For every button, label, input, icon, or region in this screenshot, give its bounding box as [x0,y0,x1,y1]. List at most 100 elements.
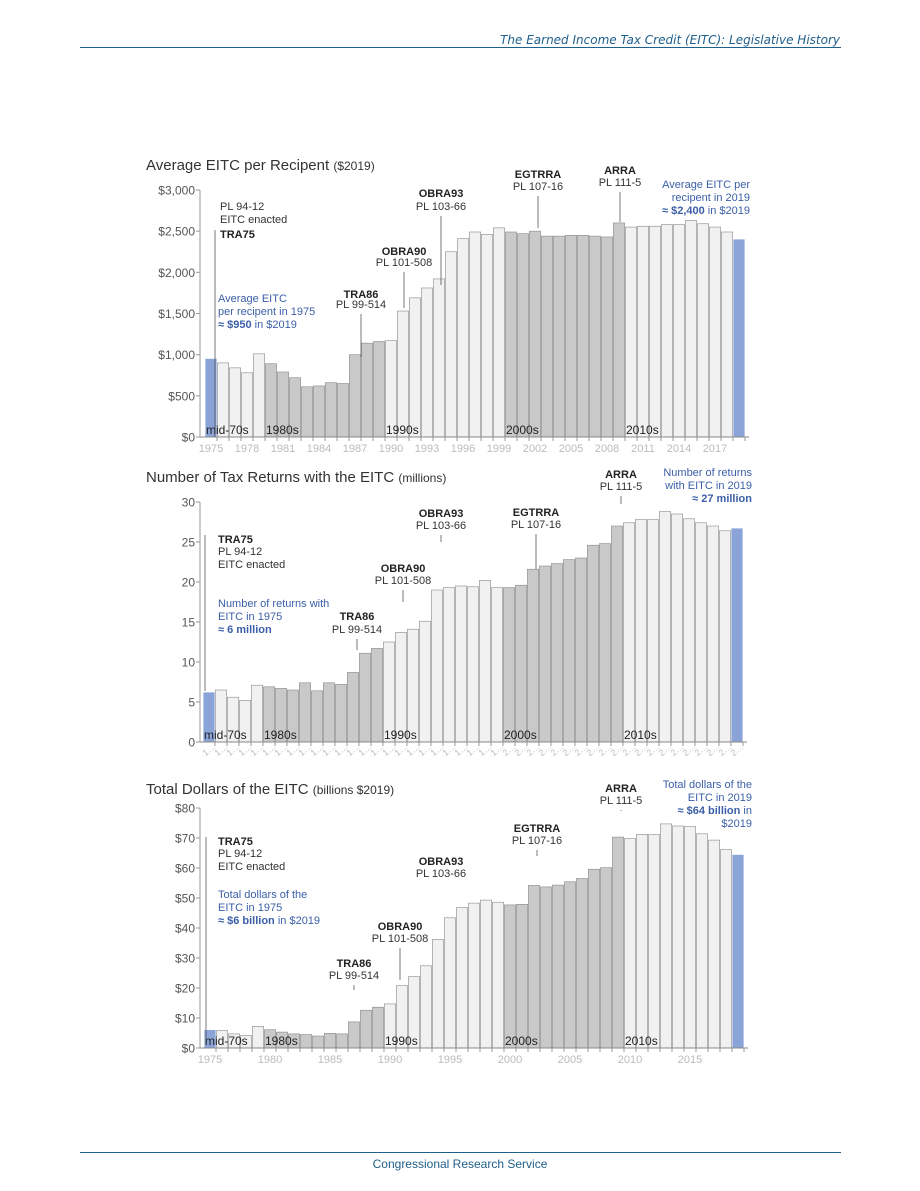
bar-2019 [733,239,745,437]
annotation-tra75-line: EITC enacted [218,559,285,571]
y-tick-label: $30 [175,952,195,966]
running-header-title: The Earned Income Tax Credit (EITC): Leg… [500,33,840,47]
annotation-arra-title: ARRA [605,469,637,481]
bar-1991 [395,632,407,743]
decade-label: 1990s [384,728,417,742]
bar-2008 [600,867,612,1049]
bar-2007 [589,235,601,438]
note-2019-line3: ≈ $64 billion in [677,805,752,817]
note-2019-value: ≈ 27 million [692,493,752,505]
chart-title-unit: (billions $2019) [313,783,394,797]
note-1975-tail: in $2019 [275,915,320,927]
bar-2014 [673,224,685,438]
annotation-tra75-title: TRA75 [218,534,253,546]
y-tick-label: 15 [182,616,196,630]
bar-2016 [696,833,708,1049]
annotation-egtrra-title: EGTRRA [513,507,560,519]
bar-2009 [613,222,625,438]
bar-1989 [371,648,383,743]
annotation-obra90-title: OBRA90 [381,563,426,575]
bar-2006 [576,878,588,1049]
bar-1986 [337,383,349,438]
bar-1997 [468,902,480,1049]
x-tick-label: 1993 [415,443,439,455]
bar-2018 [720,849,732,1049]
bar-2013 [661,224,673,438]
annotation-tra75-line: PL 94-12 [220,201,264,213]
bar-1985 [323,682,335,743]
note-2019-line3: ≈ $2,400 in $2019 [662,205,750,217]
chart-title-unit: ($2019) [333,159,374,173]
bar-2009 [612,836,624,1049]
decade-label: 2000s [505,1034,538,1048]
chart-title: Total Dollars of the EITC (billions $201… [146,781,394,798]
bar-1979 [251,684,263,743]
y-tick-label: $2,500 [158,225,195,239]
annotation-obra93-title: OBRA93 [419,508,464,520]
decade-label: 2010s [624,728,657,742]
x-tick-label: 1995 [438,1054,462,1066]
bar-2010 [625,226,637,438]
y-tick-label: 5 [188,696,195,710]
note-1975-line3: ≈ 6 million [218,624,272,636]
bar-2012 [649,225,661,438]
y-tick-label: $0 [182,1042,196,1056]
y-tick-label: $0 [182,431,196,445]
bar-1989 [373,341,385,438]
annotation-tra75-line: PL 94-12 [218,546,262,558]
bar-1979 [252,1026,264,1049]
x-tick-label: 1981 [271,443,295,455]
note-2019-line2: EITC in 2019 [688,792,752,804]
note-2019-value: ≈ $64 billion [677,805,740,817]
bar-2014 [672,825,684,1049]
x-tick-label: 1984 [307,443,331,455]
bar-2007 [588,868,600,1049]
bar-2016 [695,522,707,743]
bar-2007 [587,544,599,743]
bar-2004 [552,884,564,1049]
annotation-obra90-title: OBRA90 [378,921,423,933]
x-tick-label: 2015 [678,1054,702,1066]
decade-label: 2010s [625,1034,658,1048]
x-tick-label: 1978 [235,443,259,455]
bar-2008 [599,543,611,743]
annotation-egtrra-title: EGTRRA [515,169,562,181]
bar-1995 [445,251,457,438]
annotation-tra86-title: TRA86 [340,611,375,623]
annotation-egtrra-line: PL 107-16 [512,835,562,847]
bar-1984 [311,690,323,743]
note-1975-value: ≈ $6 billion [218,915,275,927]
bar-1990 [383,641,395,743]
bar-1997 [467,586,479,743]
note-1975-line2: EITC in 1975 [218,611,282,623]
bar-1997 [469,231,481,438]
bar-1987 [347,672,359,743]
bar-2013 [659,511,671,743]
bar-1983 [301,386,313,438]
note-1975-line1: Number of returns with [218,598,329,610]
bar-1995 [443,587,455,743]
bar-1993 [420,965,432,1049]
chart-title-main: Total Dollars of the EITC [146,781,313,798]
annotation-obra93-line: PL 103-66 [416,201,466,213]
bar-1988 [360,1009,372,1049]
bar-2019 [731,528,743,742]
chart-title-main: Number of Tax Returns with the EITC [146,469,398,486]
bar-2003 [539,565,551,743]
note-2019-line2: recipent in 2019 [672,192,750,204]
note-1975-line3: ≈ $6 billion in $2019 [218,915,320,927]
annotation-tra86-title: TRA86 [344,289,379,301]
note-2019-line1: Total dollars of the [663,779,752,791]
bar-1988 [359,652,371,743]
annotation-arra-title: ARRA [605,783,637,795]
header-rule [80,47,841,48]
y-tick-label: 20 [182,576,196,590]
bar-2004 [551,563,563,743]
note-2019-line1: Number of returns [663,467,752,479]
bar-2001 [516,904,528,1049]
bar-2004 [553,235,565,438]
bar-1993 [419,620,431,743]
annotation-obra90-line: PL 101-508 [372,933,428,945]
bar-2011 [636,834,648,1049]
annotation-arra-title: ARRA [604,165,636,177]
